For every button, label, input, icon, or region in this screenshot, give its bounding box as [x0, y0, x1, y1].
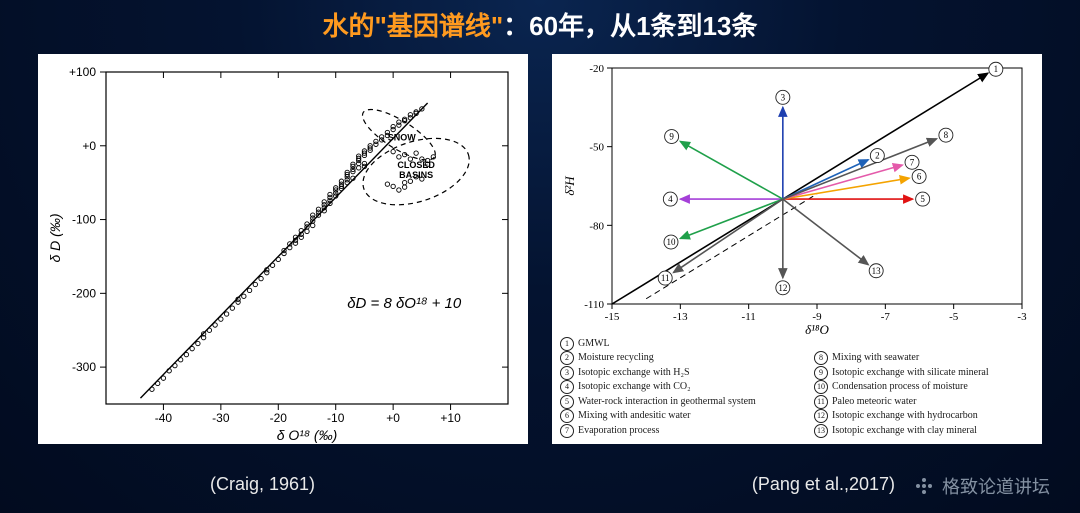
svg-text:-50: -50	[589, 142, 604, 154]
caption-left: (Craig, 1961)	[210, 474, 315, 495]
svg-text:-300: -300	[72, 360, 96, 374]
svg-text:-15: -15	[605, 311, 620, 323]
svg-text:-7: -7	[881, 311, 891, 323]
svg-text:3: 3	[781, 92, 786, 102]
legend-item-12: 12Isotopic exchange with hydrocarbon	[814, 409, 989, 424]
svg-text:8: 8	[944, 130, 949, 140]
svg-text:-20: -20	[270, 411, 288, 425]
svg-text:+0: +0	[386, 411, 400, 425]
svg-text:-20: -20	[589, 63, 604, 75]
legend-item-6: 6Mixing with andesitic water	[560, 409, 756, 424]
svg-text:-80: -80	[589, 220, 604, 232]
svg-text:5: 5	[920, 194, 925, 204]
svg-text:+100: +100	[69, 65, 96, 79]
legend-item-13: 13Isotopic exchange with clay mineral	[814, 424, 989, 439]
svg-text:12: 12	[778, 283, 787, 293]
legend-item-7: 7Evaporation process	[560, 424, 756, 439]
svg-text:-10: -10	[327, 411, 345, 425]
svg-text:-3: -3	[1017, 311, 1027, 323]
svg-text:-200: -200	[72, 286, 96, 300]
svg-text:4: 4	[668, 194, 673, 204]
svg-text:SNOW: SNOW	[388, 133, 417, 143]
svg-text:-110: -110	[584, 299, 604, 311]
legend-item-4: 4Isotopic exchange with CO₂	[560, 380, 756, 395]
right-chart-panel: -110-80-50-20-15-13-11-9-7-5-3δ¹⁸Oδ²H123…	[552, 54, 1042, 444]
svg-text:11: 11	[661, 273, 670, 283]
legend-item-5: 5Water-rock interaction in geothermal sy…	[560, 395, 756, 410]
svg-text:δ D (‰): δ D (‰)	[47, 214, 63, 263]
legend-column-b: 8Mixing with seawater9Isotopic exchange …	[814, 351, 989, 438]
svg-text:9: 9	[669, 132, 674, 142]
page-title: 水的"基因谱线"：60年，从1条到13条	[0, 0, 1080, 43]
watermark-text: 格致论道讲坛	[942, 473, 1050, 499]
svg-text:13: 13	[872, 266, 882, 276]
legend-item-11: 11Paleo meteoric water	[814, 395, 989, 410]
svg-text:δ²H: δ²H	[562, 176, 577, 196]
svg-text:δ¹⁸O: δ¹⁸O	[805, 322, 829, 337]
svg-text:-40: -40	[155, 411, 173, 425]
title-accent: 水的"基因谱线"	[323, 11, 504, 41]
svg-text:-11: -11	[742, 311, 756, 323]
legend-item-10: 10Condensation process of moisture	[814, 380, 989, 395]
svg-text:-30: -30	[212, 411, 230, 425]
legend-column-a: 1GMWL2Moisture recycling3Isotopic exchan…	[560, 337, 756, 439]
svg-text:+0: +0	[82, 139, 96, 153]
legend-item-8: 8Mixing with seawater	[814, 351, 989, 366]
svg-text:δ O¹⁸ (‰): δ O¹⁸ (‰)	[277, 427, 337, 443]
svg-text:7: 7	[910, 157, 915, 167]
svg-text:2: 2	[875, 151, 880, 161]
title-main: ：60年，从1条到13条	[503, 11, 757, 41]
svg-text:1: 1	[994, 64, 999, 74]
svg-text:CLOSED: CLOSED	[397, 160, 435, 170]
legend-item-9: 9Isotopic exchange with silicate mineral	[814, 366, 989, 381]
svg-text:6: 6	[917, 171, 922, 181]
svg-text:BASINS: BASINS	[399, 170, 433, 180]
svg-text:δD = 8 δO¹⁸ + 10: δD = 8 δO¹⁸ + 10	[347, 295, 462, 312]
svg-text:10: 10	[666, 237, 676, 247]
legend-item-3: 3Isotopic exchange with H₂S	[560, 366, 756, 381]
svg-text:-100: -100	[72, 213, 96, 227]
legend-item-2: 2Moisture recycling	[560, 351, 756, 366]
watermark: 格致论道讲坛	[916, 473, 1050, 499]
svg-text:+10: +10	[440, 411, 461, 425]
left-chart-panel: -300 -200 -100 +0 +100 -40 -30 -20 -10 +0 +10 δ O¹⁸…	[38, 54, 528, 444]
caption-right: (Pang et al.,2017)	[752, 474, 895, 495]
chart-panels: -300 -200 -100 +0 +100 -40 -30 -20 -10 +0 +10 δ O¹⁸…	[38, 54, 1042, 444]
svg-text:-13: -13	[673, 311, 688, 323]
legend-item-1: 1GMWL	[560, 337, 756, 352]
watermark-icon	[916, 478, 932, 494]
svg-text:-5: -5	[949, 311, 959, 323]
